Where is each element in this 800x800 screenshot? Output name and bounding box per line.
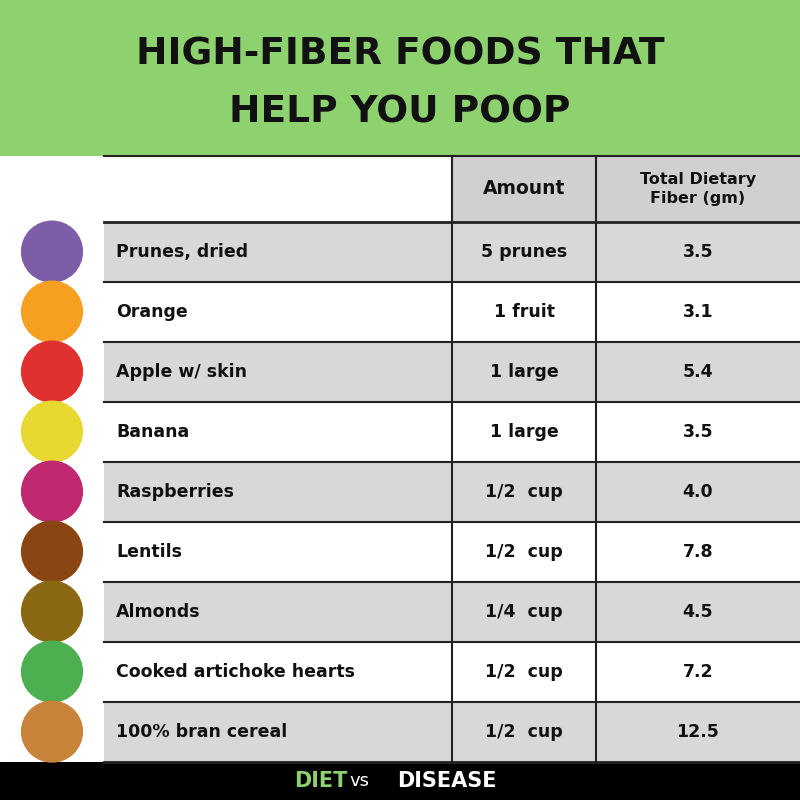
Text: 7.8: 7.8 (682, 542, 714, 561)
Text: 1/4  cup: 1/4 cup (485, 602, 563, 621)
Text: Prunes, dried: Prunes, dried (116, 242, 248, 261)
FancyBboxPatch shape (0, 402, 104, 462)
FancyBboxPatch shape (104, 342, 800, 402)
Text: 4.0: 4.0 (682, 482, 714, 501)
FancyBboxPatch shape (0, 582, 104, 642)
Text: 7.2: 7.2 (682, 662, 714, 681)
Text: DIET: DIET (294, 771, 348, 790)
Text: 3.5: 3.5 (682, 242, 714, 261)
FancyBboxPatch shape (0, 342, 104, 402)
FancyBboxPatch shape (0, 462, 104, 522)
FancyBboxPatch shape (104, 702, 800, 762)
FancyBboxPatch shape (104, 522, 800, 582)
Text: Raspberries: Raspberries (116, 482, 234, 501)
Text: Cooked artichoke hearts: Cooked artichoke hearts (116, 662, 355, 681)
Circle shape (22, 222, 82, 282)
Text: Almonds: Almonds (116, 602, 201, 621)
Circle shape (22, 461, 82, 522)
Text: 1/2  cup: 1/2 cup (485, 542, 563, 561)
FancyBboxPatch shape (0, 522, 104, 582)
Text: 4.5: 4.5 (682, 602, 714, 621)
FancyBboxPatch shape (0, 282, 104, 342)
FancyBboxPatch shape (0, 222, 104, 282)
Text: Banana: Banana (116, 422, 190, 441)
FancyBboxPatch shape (0, 762, 800, 800)
Text: 3.1: 3.1 (682, 302, 714, 321)
FancyBboxPatch shape (0, 0, 800, 156)
Text: Apple w/ skin: Apple w/ skin (116, 362, 247, 381)
FancyBboxPatch shape (0, 642, 104, 702)
Text: 1/2  cup: 1/2 cup (485, 722, 563, 741)
FancyBboxPatch shape (104, 582, 800, 642)
Text: DISEASE: DISEASE (398, 771, 497, 790)
Text: 1 large: 1 large (490, 422, 558, 441)
Text: 1/2  cup: 1/2 cup (485, 482, 563, 501)
Text: Amount: Amount (483, 179, 565, 198)
Text: 1/2  cup: 1/2 cup (485, 662, 563, 681)
Text: 1 fruit: 1 fruit (494, 302, 554, 321)
Circle shape (22, 642, 82, 702)
Text: 12.5: 12.5 (677, 722, 719, 741)
Text: 100% bran cereal: 100% bran cereal (116, 722, 287, 741)
FancyBboxPatch shape (104, 402, 800, 462)
Text: vs: vs (350, 772, 370, 790)
Text: 1 large: 1 large (490, 362, 558, 381)
FancyBboxPatch shape (104, 462, 800, 522)
Text: 5 prunes: 5 prunes (481, 242, 567, 261)
FancyBboxPatch shape (104, 222, 800, 282)
FancyBboxPatch shape (0, 702, 104, 762)
Text: Orange: Orange (116, 302, 188, 321)
Circle shape (22, 341, 82, 402)
Text: 3.5: 3.5 (682, 422, 714, 441)
FancyBboxPatch shape (452, 156, 800, 222)
Text: 5.4: 5.4 (682, 362, 714, 381)
FancyBboxPatch shape (104, 282, 800, 342)
Text: HIGH-FIBER FOODS THAT: HIGH-FIBER FOODS THAT (136, 37, 664, 73)
Circle shape (22, 701, 82, 762)
Circle shape (22, 281, 82, 342)
Text: Lentils: Lentils (116, 542, 182, 561)
Circle shape (22, 522, 82, 582)
Circle shape (22, 402, 82, 462)
Text: HELP YOU POOP: HELP YOU POOP (230, 94, 570, 130)
Circle shape (22, 581, 82, 642)
Text: Total Dietary
Fiber (gm): Total Dietary Fiber (gm) (640, 172, 756, 206)
FancyBboxPatch shape (104, 642, 800, 702)
